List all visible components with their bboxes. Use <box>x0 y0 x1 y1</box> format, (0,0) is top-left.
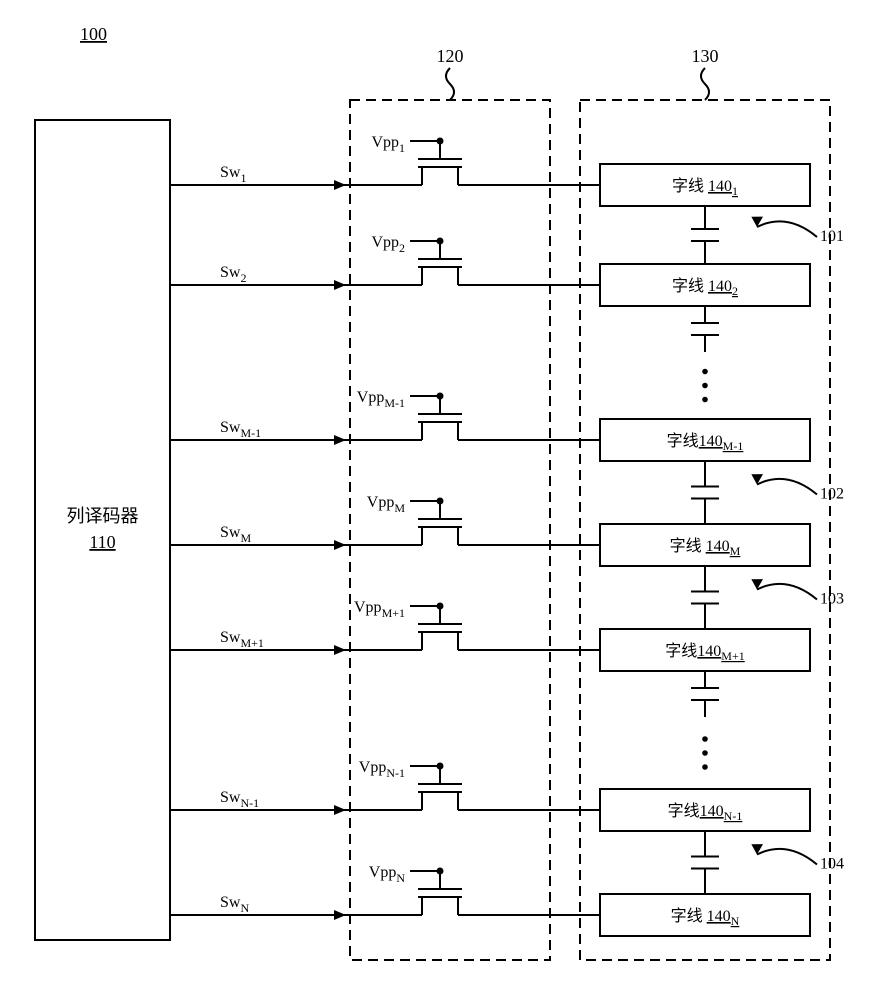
cap-ref: 103 <box>820 591 844 608</box>
sw-label: SwM <box>220 524 251 545</box>
figure-ref: 100 <box>80 24 107 44</box>
wordline-label: 字线140N-1 <box>668 802 743 823</box>
transistor <box>395 763 485 811</box>
transistor <box>395 238 485 286</box>
transistor <box>395 138 485 186</box>
sw-label: Sw1 <box>220 164 246 185</box>
group-130-label: 130 <box>692 46 719 66</box>
cap-ref: 102 <box>820 486 844 503</box>
arrowhead <box>334 540 346 550</box>
arrowhead <box>334 280 346 290</box>
decoder-label-1: 列译码器 <box>67 506 139 526</box>
transistor <box>395 603 485 651</box>
vdots <box>702 369 708 375</box>
ref-arrow <box>757 479 817 495</box>
transistor <box>395 498 485 546</box>
vdots <box>702 764 708 770</box>
sw-label: SwM+1 <box>220 629 264 650</box>
transistor <box>395 868 485 916</box>
arrowhead <box>334 180 346 190</box>
vpp-label: VppM <box>367 494 406 515</box>
wordline-label: 字线 140M <box>670 537 741 558</box>
sw-label: SwN-1 <box>220 789 259 810</box>
leader-120 <box>446 68 454 100</box>
wordline-label: 字线140M-1 <box>667 432 744 453</box>
vdots <box>702 383 708 389</box>
vdots <box>702 736 708 742</box>
wordline-label: 字线 140N <box>671 907 740 928</box>
ref-arrow <box>757 849 817 865</box>
sw-label: Sw2 <box>220 264 246 285</box>
vdots <box>702 397 708 403</box>
ref-arrow <box>757 221 817 237</box>
sw-label: SwN <box>220 894 249 915</box>
vpp-label: VppM-1 <box>357 389 405 410</box>
arrowhead <box>334 435 346 445</box>
transistor <box>395 393 485 441</box>
arrowhead <box>334 645 346 655</box>
leader-130 <box>701 68 709 100</box>
vpp-label: VppN-1 <box>359 759 405 780</box>
group-120 <box>350 100 550 960</box>
vpp-label: Vpp1 <box>371 134 405 155</box>
decoder-block <box>35 120 170 940</box>
circuit-diagram: 100 列译码器 110 120 130 Sw1 Vpp1 字线 1401 Sw2 Vpp2 字线 … <box>0 0 881 1000</box>
arrowhead <box>334 910 346 920</box>
cap-ref: 104 <box>820 856 844 873</box>
ref-arrow <box>757 584 817 600</box>
arrowhead <box>334 805 346 815</box>
cap-ref: 101 <box>820 228 844 245</box>
vdots <box>702 750 708 756</box>
decoder-label-2: 110 <box>89 532 115 552</box>
vpp-label: VppM+1 <box>354 599 405 620</box>
vpp-label: Vpp2 <box>371 234 405 255</box>
group-120-label: 120 <box>437 46 464 66</box>
vpp-label: VppN <box>369 864 406 885</box>
wordline-label: 字线 1402 <box>672 277 738 298</box>
wordline-label: 字线140M+1 <box>665 642 744 663</box>
wordline-label: 字线 1401 <box>672 177 738 198</box>
sw-label: SwM-1 <box>220 419 261 440</box>
